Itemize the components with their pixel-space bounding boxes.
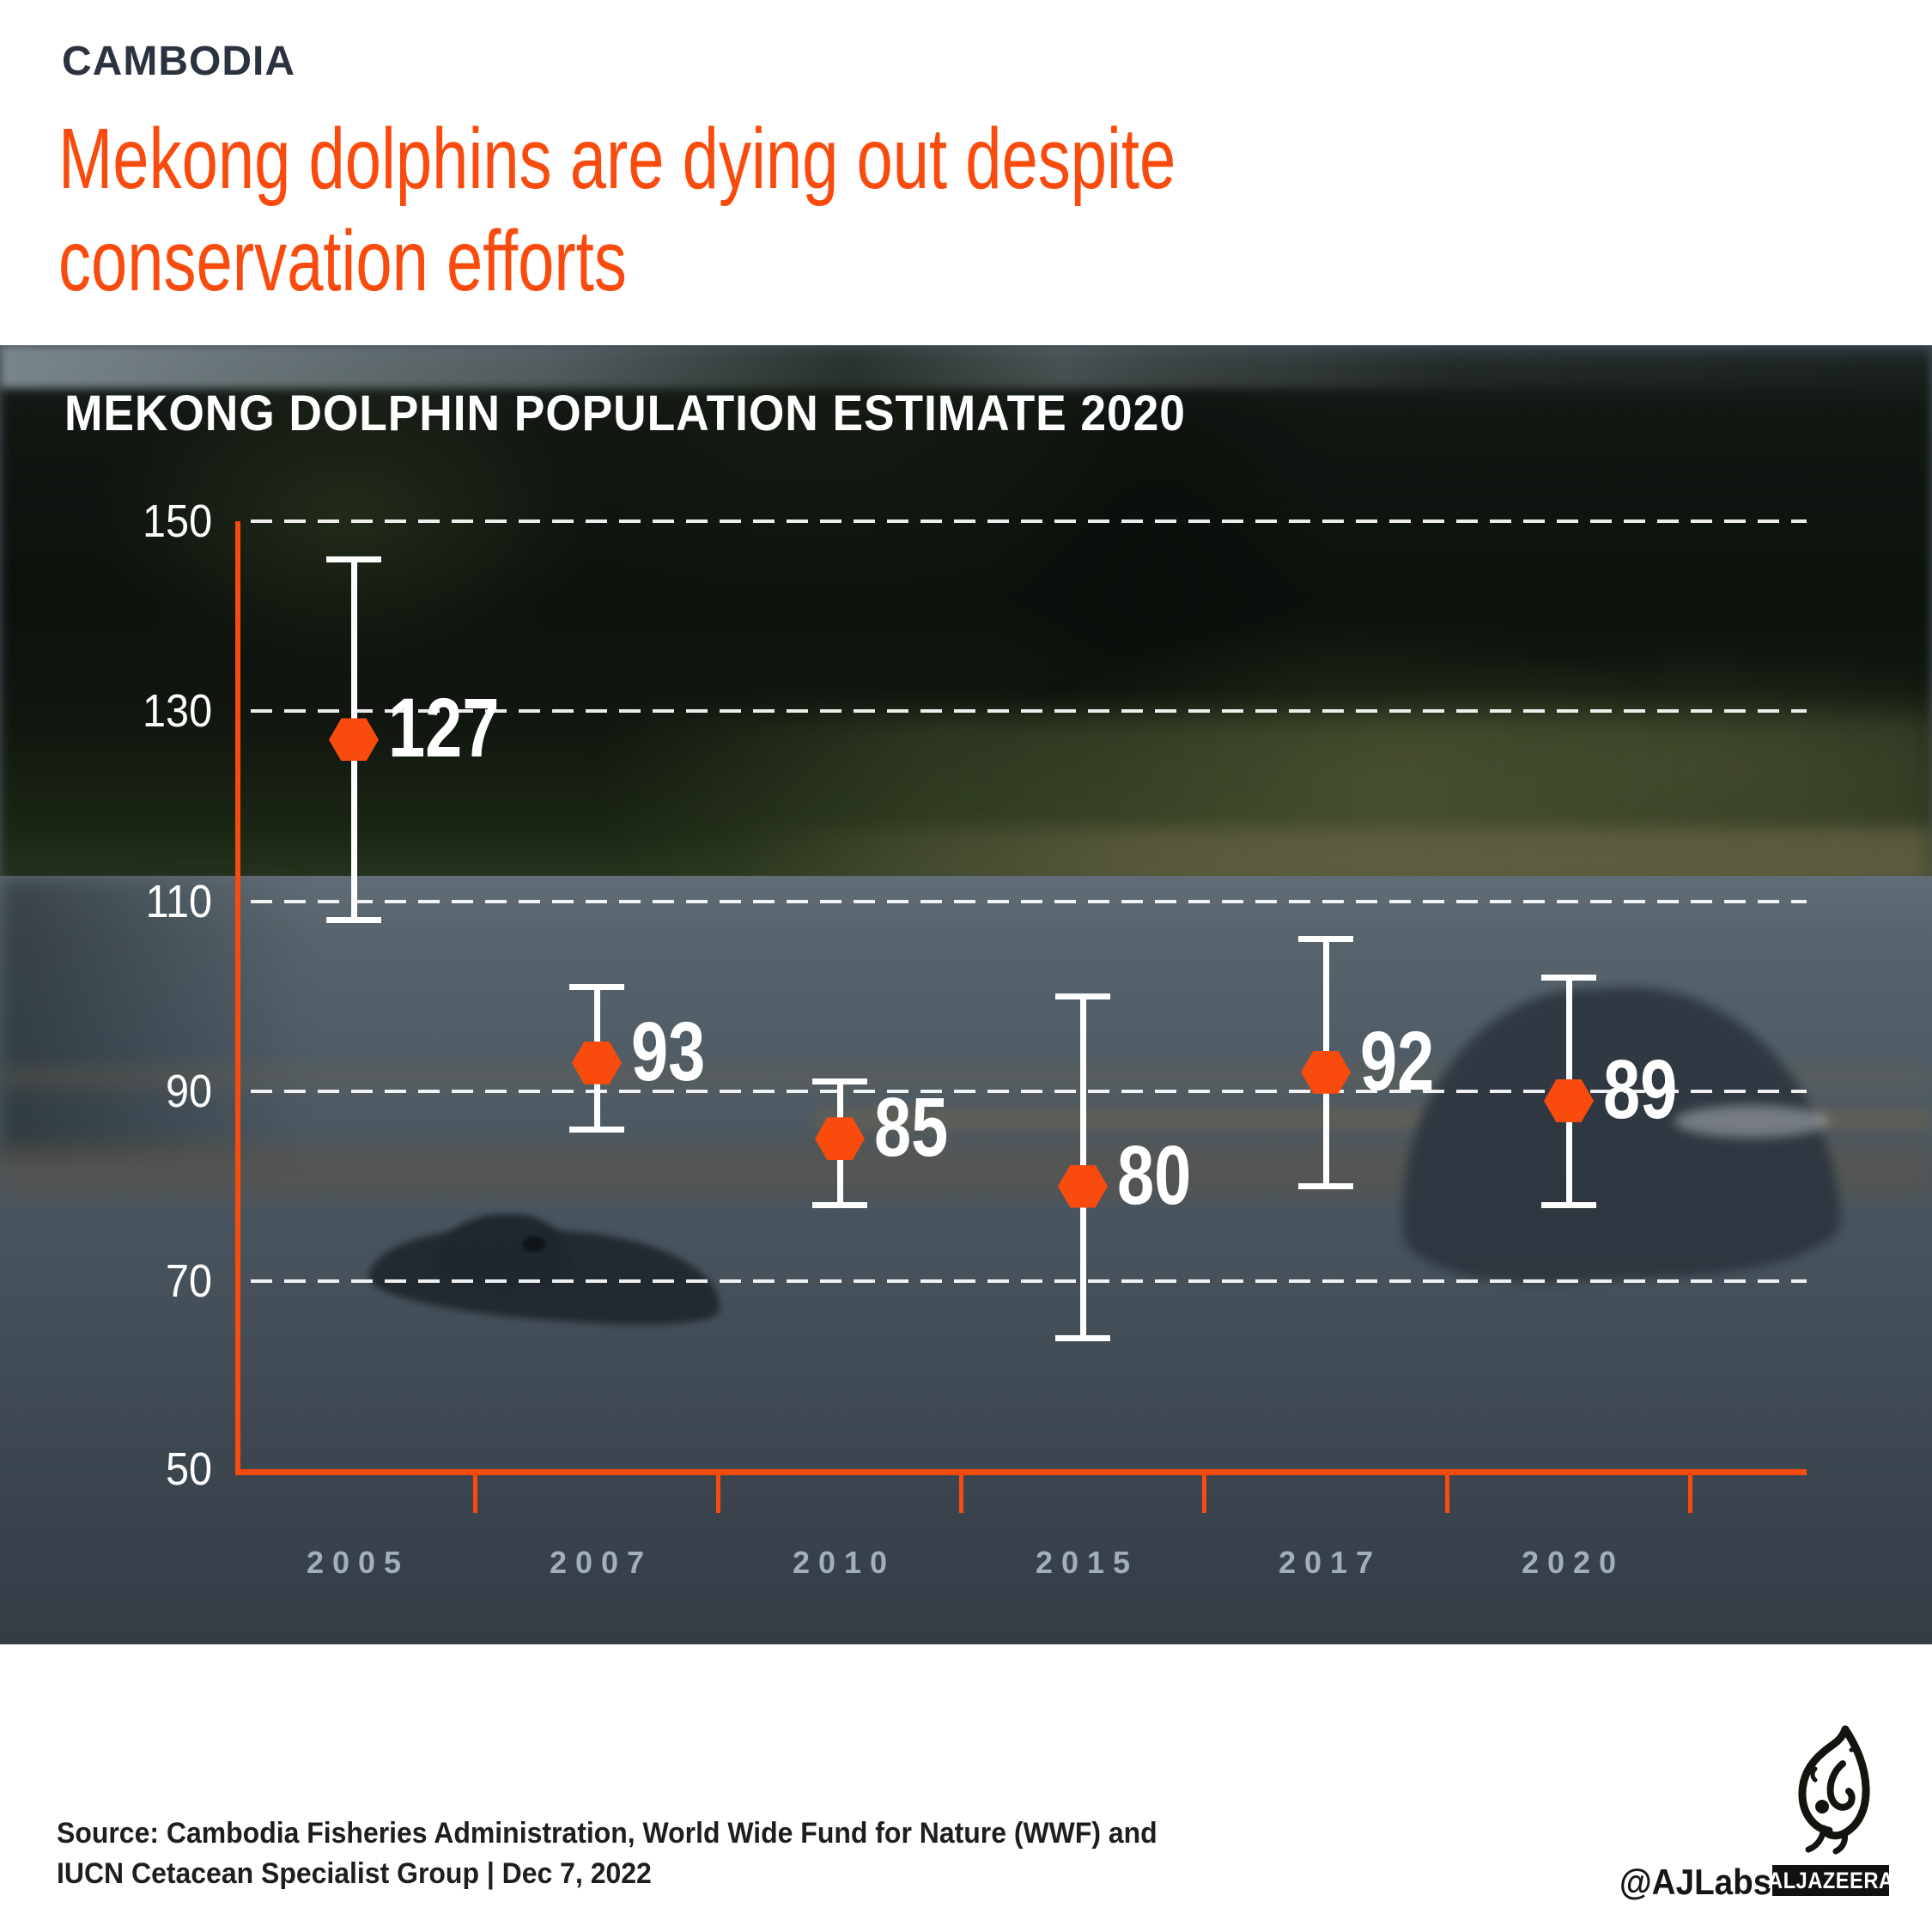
source-note: Source: Cambodia Fisheries Administratio… — [57, 1814, 1228, 1894]
source-line-2: IUCN Cetacean Specialist Group | Dec 7, … — [57, 1857, 652, 1890]
ajlabs-handle: @AJLabs — [1619, 1862, 1785, 1903]
chart-title: MEKONG DOLPHIN POPULATION ESTIMATE 2020 — [64, 385, 1283, 442]
aljazeera-wordmark: ALJAZEERA — [1768, 1865, 1893, 1896]
x-axis-tick-2005 — [473, 1473, 477, 1513]
x-axis-tick-2020 — [1688, 1473, 1692, 1513]
errorbar-cap-top-2015 — [1055, 993, 1110, 999]
y-axis-tick-label-70: 70 — [92, 1254, 212, 1309]
x-axis-tick-2015 — [1202, 1473, 1206, 1513]
data-label-2007: 93 — [631, 1010, 724, 1093]
data-point-2020 — [1544, 1078, 1594, 1122]
gridline-90 — [251, 1089, 1807, 1093]
aljazeera-calligraphy-logo-icon — [1798, 1725, 1870, 1855]
y-axis-tick-label-110: 110 — [92, 874, 212, 929]
data-label-text: 80 — [1117, 1127, 1192, 1222]
aljazeera-wordmark-text: ALJAZEERA — [1767, 1867, 1894, 1893]
y-axis-tick-text: 70 — [165, 1255, 212, 1308]
errorbar-cap-bottom-2005 — [326, 917, 381, 924]
y-axis-tick-label-150: 150 — [92, 494, 212, 549]
errorbar-cap-top-2020 — [1541, 974, 1596, 981]
data-label-text: 93 — [631, 1004, 706, 1098]
errorbar-cap-top-2010 — [812, 1078, 867, 1085]
photo-tree-reflection — [0, 876, 309, 1159]
x-axis-label-2020: 2020 — [1521, 1545, 1625, 1580]
x-axis-line — [235, 1469, 1807, 1475]
x-axis-label-2015: 2015 — [1035, 1545, 1139, 1580]
page-title-line-1: Mekong dolphins are dying out despite — [58, 111, 1176, 207]
data-point-2017 — [1301, 1050, 1351, 1094]
gridline-110 — [251, 899, 1807, 903]
data-label-text: 92 — [1360, 1013, 1435, 1108]
errorbar-cap-bottom-2020 — [1541, 1202, 1596, 1209]
data-label-2010: 85 — [874, 1085, 967, 1169]
x-axis-tick-2007 — [716, 1473, 720, 1513]
gridline-130 — [251, 709, 1807, 714]
data-label-2015: 80 — [1117, 1133, 1210, 1217]
errorbar-cap-top-2007 — [569, 983, 624, 990]
y-axis-tick-text: 50 — [165, 1443, 212, 1495]
y-axis-tick-text: 90 — [165, 1065, 212, 1117]
errorbar-cap-bottom-2017 — [1298, 1183, 1353, 1190]
y-axis-tick-text: 130 — [142, 685, 212, 738]
x-axis-label-2007: 2007 — [549, 1545, 653, 1580]
errorbar-cap-bottom-2007 — [569, 1126, 624, 1133]
chart-title-text: MEKONG DOLPHIN POPULATION ESTIMATE 2020 — [64, 386, 1186, 441]
dolphin-left-head — [434, 1214, 571, 1287]
data-point-2015 — [1058, 1164, 1108, 1208]
page-title-line-2: conservation efforts — [58, 213, 627, 309]
data-label-2020: 89 — [1603, 1048, 1696, 1131]
x-axis-tick-2010 — [959, 1473, 963, 1513]
photo-dark-overlay — [0, 345, 1932, 1644]
data-label-2005: 127 — [388, 686, 527, 769]
data-label-text: 85 — [874, 1080, 949, 1175]
kicker-label: CAMBODIA — [62, 39, 295, 84]
river-photo — [0, 345, 1932, 1644]
data-label-text: 89 — [1603, 1042, 1678, 1136]
dolphin-splash — [1674, 1105, 1829, 1138]
dolphin-left-blowhole — [522, 1236, 546, 1252]
y-axis-tick-text: 150 — [142, 495, 212, 547]
gridline-150 — [251, 519, 1807, 523]
x-axis-label-2010: 2010 — [792, 1545, 896, 1580]
page-title: Mekong dolphins are dying out despite co… — [58, 108, 1528, 313]
y-axis-line — [235, 521, 240, 1475]
ajlabs-handle-text: @AJLabs — [1619, 1862, 1772, 1902]
y-axis-tick-label-130: 130 — [92, 683, 212, 738]
data-point-2010 — [815, 1117, 865, 1161]
x-axis-label-2017: 2017 — [1278, 1545, 1382, 1580]
data-point-2007 — [572, 1041, 622, 1084]
photo-sky-strip — [0, 345, 1932, 388]
y-axis-tick-label-90: 90 — [92, 1064, 212, 1119]
data-point-2005 — [329, 718, 379, 762]
errorbar-cap-top-2017 — [1298, 936, 1353, 943]
errorbar-cap-bottom-2015 — [1055, 1335, 1110, 1342]
x-axis-label-2005: 2005 — [306, 1545, 410, 1580]
errorbar-cap-bottom-2010 — [812, 1202, 867, 1209]
errorbar-cap-top-2005 — [326, 556, 381, 562]
y-axis-tick-text: 110 — [145, 875, 212, 927]
data-label-2017: 92 — [1360, 1019, 1453, 1103]
source-line-1: Source: Cambodia Fisheries Administratio… — [57, 1817, 1157, 1850]
y-axis-tick-label-50: 50 — [92, 1442, 212, 1497]
x-axis-tick-2017 — [1445, 1473, 1449, 1513]
data-label-text: 127 — [388, 681, 500, 775]
gridline-70 — [251, 1279, 1807, 1284]
